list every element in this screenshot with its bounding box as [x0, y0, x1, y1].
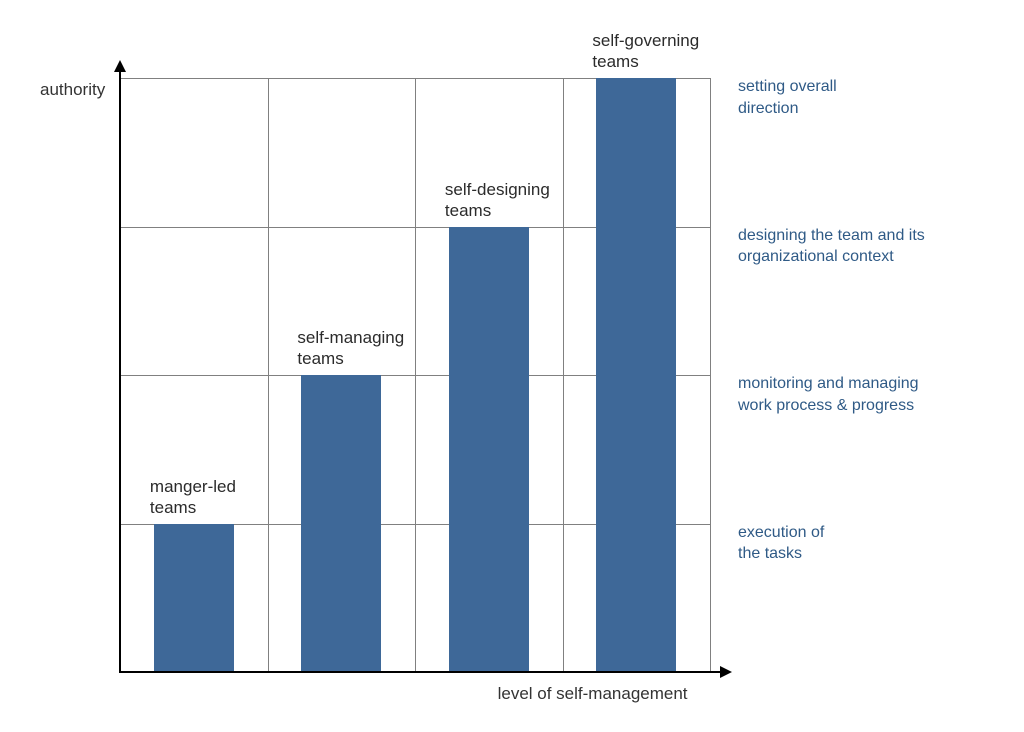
bar-label: self-managing teams	[297, 327, 404, 370]
chart-stage: authority manger-led teams self-managing …	[0, 0, 1024, 732]
level-label: monitoring and managing work process & p…	[738, 373, 919, 416]
x-axis-arrow-icon	[720, 666, 732, 678]
bar-label: self-governing teams	[592, 30, 699, 73]
level-label: designing the team and its organizationa…	[738, 225, 925, 268]
bar	[449, 227, 529, 673]
bar	[301, 375, 381, 672]
y-axis-label: authority	[40, 80, 105, 100]
gridline-vertical	[415, 78, 416, 672]
x-axis	[119, 671, 721, 673]
bar-label: self-designing teams	[445, 179, 550, 222]
gridline-vertical	[563, 78, 564, 672]
gridline-vertical	[268, 78, 269, 672]
bar	[154, 524, 234, 673]
y-axis	[119, 66, 121, 672]
y-axis-arrow-icon	[114, 60, 126, 72]
level-label: setting overall direction	[738, 76, 837, 119]
bar	[596, 78, 676, 672]
plot-area: manger-led teams self-managing teams self-…	[120, 78, 710, 672]
level-label: execution of the tasks	[738, 522, 824, 565]
gridline-vertical	[710, 78, 711, 672]
x-axis-label: level of self-management	[498, 684, 688, 704]
bar-label: manger-led teams	[150, 476, 236, 519]
